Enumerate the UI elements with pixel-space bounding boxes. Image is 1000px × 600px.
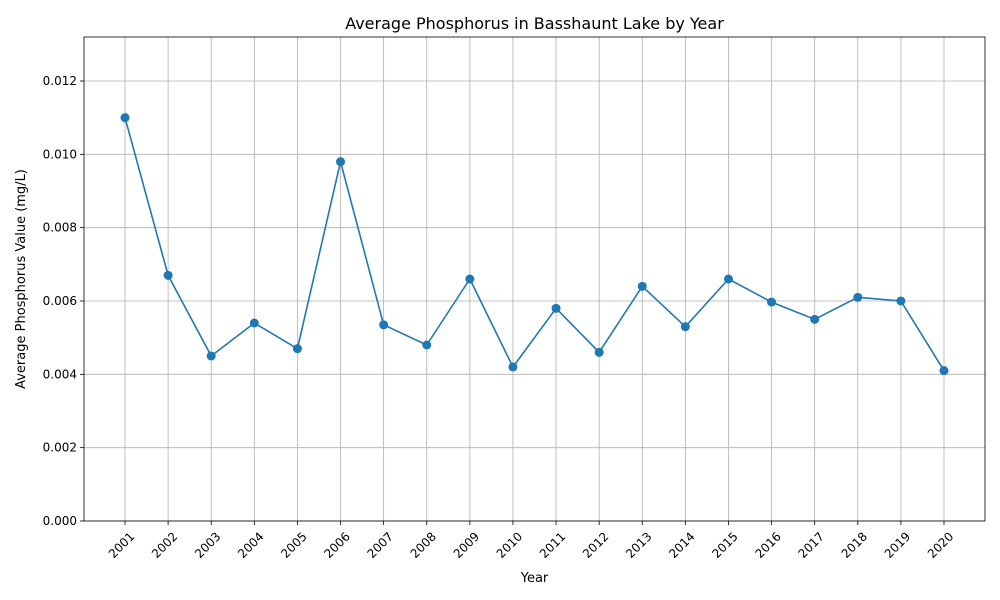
data-point xyxy=(637,281,647,291)
grid xyxy=(84,37,985,522)
x-tick-label: 2015 xyxy=(709,529,740,560)
data-point xyxy=(292,344,302,354)
plot-area-frame xyxy=(83,36,986,522)
data-point xyxy=(249,318,259,328)
y-tick-label: 0.010 xyxy=(43,147,77,161)
data-point xyxy=(810,314,820,324)
chart-title: Average Phosphorus in Basshaunt Lake by … xyxy=(345,14,724,33)
data-point xyxy=(853,292,863,302)
x-tick-label: 2007 xyxy=(364,529,395,560)
x-tick-label: 2005 xyxy=(278,529,309,560)
x-tick-label: 2014 xyxy=(666,529,697,560)
x-tick-label: 2008 xyxy=(408,529,439,560)
y-tick-label: 0.012 xyxy=(43,74,77,88)
x-tick-label: 2003 xyxy=(192,529,223,560)
y-tick-label: 0.004 xyxy=(43,367,77,381)
data-point xyxy=(163,270,173,280)
x-tick-label: 2020 xyxy=(925,529,956,560)
x-tick-label: 2018 xyxy=(839,529,870,560)
data-point xyxy=(767,297,777,307)
data-point xyxy=(594,347,604,357)
x-tick-label: 2009 xyxy=(451,529,482,560)
data-point xyxy=(896,296,906,306)
data-point xyxy=(379,320,389,330)
y-tick-label: 0.008 xyxy=(43,221,77,235)
x-tick-label: 2016 xyxy=(752,529,783,560)
data-point xyxy=(508,362,518,372)
x-tick-label: 2002 xyxy=(149,529,180,560)
x-axis-ticks: 2001 2002 2003 2004 2005 2006 2007 2008 2009 2010… xyxy=(106,521,956,561)
series-line xyxy=(124,117,945,372)
x-tick-label: 2010 xyxy=(494,529,525,560)
x-tick-label: 2006 xyxy=(321,529,352,560)
x-tick-label: 2019 xyxy=(882,529,913,560)
data-point xyxy=(336,157,346,167)
y-axis-ticks: 0.000 0.002 0.004 0.006 0.008 0.010 0.012 xyxy=(43,74,84,528)
x-axis-label: Year xyxy=(520,571,549,586)
data-point xyxy=(422,340,432,350)
x-tick-label: 2013 xyxy=(623,529,654,560)
y-axis-label: Average Phosphorus Value (mg/L) xyxy=(14,169,29,389)
y-tick-label: 0.002 xyxy=(43,441,77,455)
data-point xyxy=(465,274,475,284)
x-tick-label: 2011 xyxy=(537,529,568,560)
data-point xyxy=(120,113,130,123)
data-point xyxy=(939,366,949,376)
data-point xyxy=(723,274,733,284)
x-tick-label: 2017 xyxy=(796,529,827,560)
x-tick-label: 2001 xyxy=(106,529,137,560)
x-tick-label: 2004 xyxy=(235,529,266,560)
y-tick-label: 0.006 xyxy=(43,294,77,308)
x-tick-label: 2012 xyxy=(580,529,611,560)
data-point xyxy=(680,322,690,332)
data-point xyxy=(206,351,216,361)
y-tick-label: 0.000 xyxy=(43,514,77,528)
data-series xyxy=(120,113,949,376)
data-point xyxy=(551,303,561,313)
